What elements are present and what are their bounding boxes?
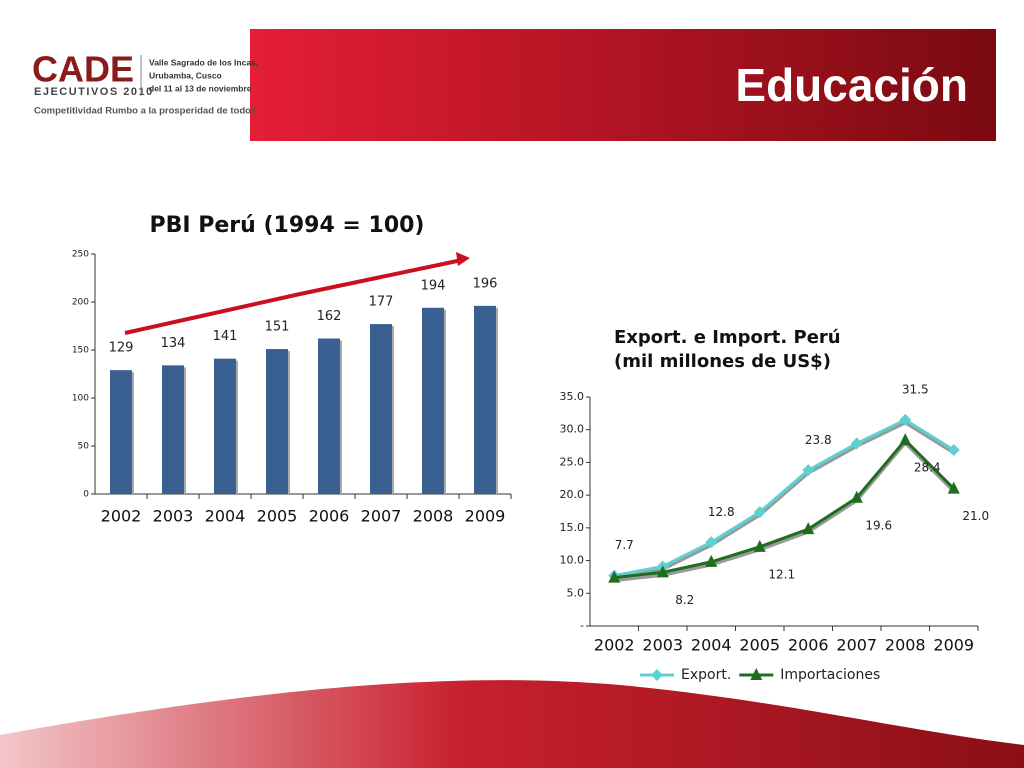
y-tick-label: 35.0: [560, 390, 585, 403]
series-line: [614, 437, 955, 580]
point: [656, 565, 669, 578]
event-line: Urubamba, Cusco: [149, 70, 222, 80]
y-tick-label: 0: [83, 490, 89, 500]
bar: [266, 349, 288, 494]
x-tick-label: 2009: [933, 636, 974, 655]
trend-arrow: [124, 258, 463, 335]
data-label: 12.1: [768, 567, 795, 581]
trend-arrow-head: [456, 252, 470, 266]
legend-label: Importaciones: [780, 667, 880, 683]
data-label: 19.6: [865, 518, 892, 532]
point: [802, 522, 815, 535]
y-tick-label: 30.0: [560, 423, 585, 436]
slide-title: Educación: [735, 59, 968, 111]
point: [899, 413, 912, 426]
footer-wave: [0, 680, 1024, 768]
legend-label: Export.: [681, 667, 731, 683]
chart-title: (mil millones de US$): [614, 351, 831, 372]
event-line: del 11 al 13 de noviembre: [149, 83, 252, 93]
data-label: 12.8: [708, 505, 735, 519]
x-tick-label: 2008: [885, 636, 926, 655]
data-label: 7.7: [615, 538, 634, 552]
data-label: 8.2: [675, 593, 694, 607]
x-tick-label: 2006: [788, 636, 829, 655]
point: [850, 437, 863, 450]
x-tick-label: 2009: [465, 507, 506, 526]
y-tick-label: 50: [78, 442, 90, 452]
y-tick-label: -: [580, 619, 584, 632]
data-label: 134: [161, 336, 186, 351]
y-tick-label: 150: [72, 346, 89, 356]
x-tick-label: 2007: [361, 507, 402, 526]
data-label: 21.0: [962, 509, 989, 523]
logo-sub: EJECUTIVOS 2010: [34, 86, 154, 98]
point: [947, 481, 960, 494]
y-tick-label: 15.0: [560, 521, 585, 534]
data-label: 23.8: [805, 433, 832, 447]
bar: [214, 358, 236, 494]
point: [947, 443, 960, 456]
data-label: 129: [109, 341, 134, 356]
point: [802, 464, 815, 477]
point: [705, 554, 718, 567]
x-tick-label: 2002: [594, 636, 635, 655]
point: [705, 536, 718, 549]
y-tick-label: 200: [72, 298, 89, 308]
chart-title: PBI Perú (1994 = 100): [150, 213, 425, 238]
point: [608, 570, 621, 583]
bar: [422, 307, 444, 494]
y-tick-label: 20.0: [560, 488, 585, 501]
point: [850, 490, 863, 503]
header-band: [250, 29, 996, 141]
x-tick-label: 2006: [309, 507, 350, 526]
logo: CADE: [32, 49, 134, 90]
bar: [162, 365, 184, 494]
x-tick-label: 2008: [413, 507, 454, 526]
y-tick-label: 100: [72, 394, 89, 404]
bar: [318, 338, 340, 494]
bar: [474, 305, 496, 494]
point: [899, 433, 912, 446]
data-label: 162: [317, 309, 342, 324]
chart-title: Export. e Import. Perú: [614, 327, 841, 348]
series-line: [613, 418, 955, 578]
point: [753, 539, 766, 552]
bar: [110, 370, 132, 494]
y-tick-label: 250: [72, 250, 89, 260]
data-label: 28.4: [914, 461, 941, 475]
legend-marker: [750, 668, 763, 680]
data-label: 151: [265, 320, 290, 335]
series-shadow: [613, 421, 955, 581]
tagline: Competitividad Rumbo a la prosperidad de…: [34, 106, 256, 117]
data-label: 141: [213, 329, 238, 344]
x-tick-label: 2007: [836, 636, 877, 655]
data-label: 196: [473, 276, 498, 291]
x-tick-label: 2004: [691, 636, 732, 655]
series-shadow: [614, 440, 955, 583]
y-tick-label: 25.0: [560, 455, 585, 468]
point: [753, 506, 766, 519]
y-tick-label: 10.0: [560, 554, 585, 567]
x-tick-label: 2004: [205, 507, 246, 526]
data-label: 194: [421, 278, 446, 293]
bar: [370, 324, 392, 494]
data-label: 31.5: [902, 382, 929, 396]
x-tick-label: 2003: [642, 636, 683, 655]
x-tick-label: 2003: [153, 507, 194, 526]
x-tick-label: 2005: [257, 507, 298, 526]
data-label: 177: [369, 295, 394, 310]
x-tick-label: 2002: [101, 507, 142, 526]
event-line: Valle Sagrado de los Incas,: [149, 57, 258, 67]
y-tick-label: 5.0: [567, 586, 585, 599]
x-tick-label: 2005: [739, 636, 780, 655]
legend-marker: [651, 669, 663, 681]
